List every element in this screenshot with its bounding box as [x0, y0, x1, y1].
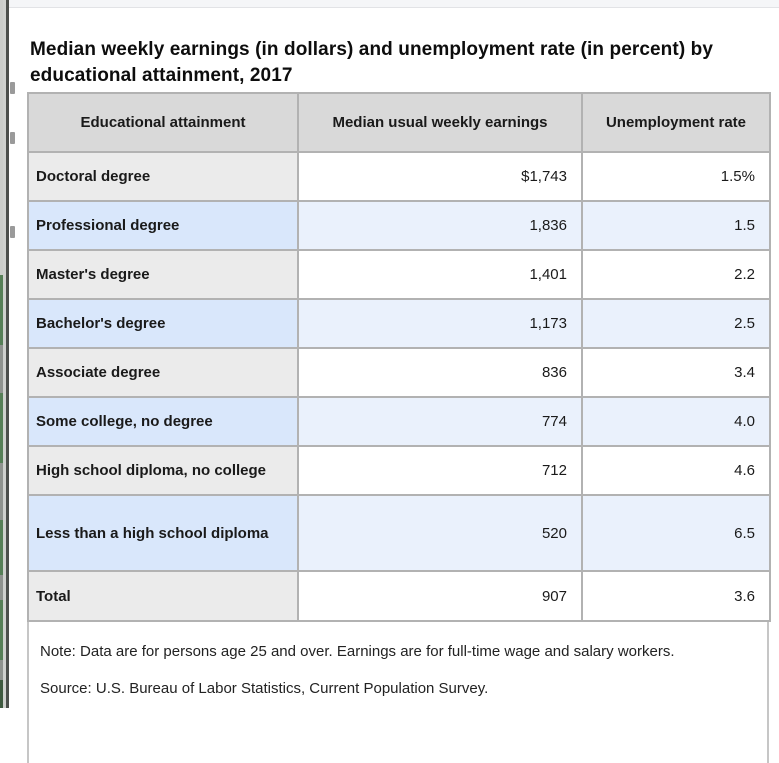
earnings-value: 1,173	[297, 298, 583, 349]
earnings-unemployment-table: Educational attainment Median usual week…	[27, 92, 771, 622]
earnings-table-card: Educational attainment Median usual week…	[27, 92, 771, 763]
table-row: Doctoral degree $1,743 1.5%	[27, 151, 771, 202]
edge-segment	[0, 345, 3, 393]
earnings-value: 774	[297, 396, 583, 447]
window-left-edge	[0, 0, 9, 708]
table-header-row: Educational attainment Median usual week…	[27, 92, 771, 153]
earnings-value: 520	[297, 494, 583, 572]
edge-segment	[0, 680, 3, 708]
header-median-weekly-earnings: Median usual weekly earnings	[297, 92, 583, 153]
row-label: Bachelor's degree	[27, 298, 299, 349]
row-label: Less than a high school diploma	[27, 494, 299, 572]
row-label: High school diploma, no college	[27, 445, 299, 496]
earnings-value: 907	[297, 570, 583, 622]
earnings-value: 1,401	[297, 249, 583, 300]
window-top-bar	[9, 0, 779, 8]
edge-segment	[0, 575, 3, 600]
table-row: Associate degree 836 3.4	[27, 347, 771, 398]
rate-value: 4.6	[581, 445, 771, 496]
table-row-total: Total 907 3.6	[27, 570, 771, 622]
source-text: Source: U.S. Bureau of Labor Statistics,…	[40, 679, 489, 697]
row-label: Associate degree	[27, 347, 299, 398]
edge-segment	[0, 660, 3, 680]
rate-value: 4.0	[581, 396, 771, 447]
window-edge-artifact	[10, 132, 15, 144]
table-row: Professional degree 1,836 1.5	[27, 200, 771, 251]
rate-value: 1.5	[581, 200, 771, 251]
earnings-value: 712	[297, 445, 583, 496]
edge-gray-bar	[3, 0, 6, 708]
rate-value: 3.6	[581, 570, 771, 622]
edge-segment	[0, 463, 3, 520]
window-edge-artifact	[10, 82, 15, 94]
edge-dark-bar	[6, 0, 9, 708]
table-row: Master's degree 1,401 2.2	[27, 249, 771, 300]
table-row: High school diploma, no college 712 4.6	[27, 445, 771, 496]
rate-value: 2.5	[581, 298, 771, 349]
table-row: Bachelor's degree 1,173 2.5	[27, 298, 771, 349]
row-label: Total	[27, 570, 299, 622]
rate-value: 6.5	[581, 494, 771, 572]
edge-segment	[0, 0, 3, 275]
table-footnotes: Note: Data are for persons age 25 and ov…	[27, 622, 769, 763]
rate-value: 3.4	[581, 347, 771, 398]
edge-segment	[0, 520, 3, 575]
rate-value: 2.2	[581, 249, 771, 300]
window-edge-artifact	[10, 226, 15, 238]
table-row: Some college, no degree 774 4.0	[27, 396, 771, 447]
table-row: Less than a high school diploma 520 6.5	[27, 494, 771, 572]
row-label: Professional degree	[27, 200, 299, 251]
row-label: Some college, no degree	[27, 396, 299, 447]
edge-segment	[0, 393, 3, 463]
earnings-value: 1,836	[297, 200, 583, 251]
note-text: Note: Data are for persons age 25 and ov…	[40, 643, 675, 660]
page-title: Median weekly earnings (in dollars) and …	[30, 38, 713, 86]
header-unemployment-rate: Unemployment rate	[581, 92, 771, 153]
earnings-value: $1,743	[297, 151, 583, 202]
edge-segment-column	[0, 0, 3, 708]
edge-segment	[0, 275, 3, 345]
header-educational-attainment: Educational attainment	[27, 92, 299, 153]
edge-segment	[0, 600, 3, 660]
row-label: Master's degree	[27, 249, 299, 300]
rate-value: 1.5%	[581, 151, 771, 202]
row-label: Doctoral degree	[27, 151, 299, 202]
earnings-value: 836	[297, 347, 583, 398]
